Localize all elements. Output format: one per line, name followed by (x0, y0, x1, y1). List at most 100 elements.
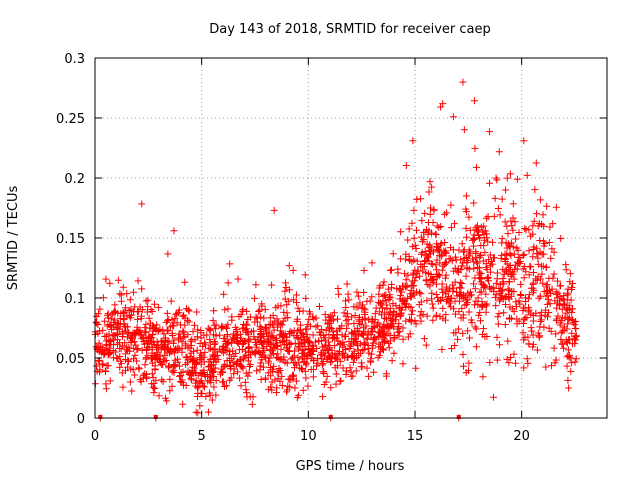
data-point (354, 346, 362, 354)
data-point (228, 339, 236, 347)
data-point (184, 331, 192, 339)
data-point (381, 314, 389, 322)
data-point (357, 363, 365, 371)
data-point (375, 332, 383, 340)
data-point (524, 333, 532, 341)
data-point (563, 289, 571, 297)
data-point (331, 351, 339, 359)
data-point (206, 326, 214, 334)
data-point (375, 290, 383, 298)
data-point (507, 314, 515, 322)
data-point (390, 335, 398, 343)
data-point (98, 361, 106, 369)
data-point (226, 361, 234, 369)
data-point (280, 332, 288, 340)
data-point (539, 211, 547, 219)
data-point (442, 247, 450, 255)
data-point (418, 217, 426, 225)
data-point (529, 222, 537, 230)
data-point (138, 346, 146, 354)
data-point (121, 355, 129, 363)
data-point (135, 364, 143, 372)
data-point (505, 277, 513, 285)
data-point (189, 328, 197, 336)
data-point (455, 297, 463, 305)
data-point (572, 332, 580, 340)
data-point (432, 231, 440, 239)
data-point (501, 250, 509, 258)
data-point (194, 326, 202, 334)
data-point (210, 331, 218, 339)
data-point (172, 345, 180, 353)
data-point (542, 283, 550, 291)
data-point (239, 321, 247, 329)
data-point (137, 378, 145, 386)
data-point (312, 323, 320, 331)
data-point (439, 262, 447, 270)
data-point (123, 345, 131, 353)
data-point (303, 359, 311, 367)
data-point (221, 361, 229, 369)
data-point (463, 233, 471, 241)
data-point (385, 296, 393, 304)
data-point (560, 344, 568, 352)
data-point (435, 271, 443, 279)
data-point (454, 335, 462, 343)
data-point (481, 333, 489, 341)
data-point (512, 261, 520, 269)
data-point (441, 274, 449, 282)
data-point (170, 336, 178, 344)
data-point (283, 333, 291, 341)
data-point (472, 249, 480, 257)
data-point (169, 322, 177, 330)
data-point (426, 210, 434, 218)
data-point (428, 295, 436, 303)
data-point (322, 378, 330, 386)
data-point (539, 279, 547, 287)
data-point (224, 340, 232, 348)
data-point (455, 268, 463, 276)
data-point (535, 294, 543, 302)
data-point (251, 294, 259, 302)
data-point (359, 330, 367, 338)
data-point (525, 226, 533, 234)
data-point (145, 314, 153, 322)
data-point (477, 317, 485, 325)
data-point (148, 307, 156, 315)
data-point (529, 253, 537, 261)
data-point (427, 260, 435, 268)
data-point (433, 222, 441, 230)
data-point (315, 302, 323, 310)
data-point (554, 277, 562, 285)
data-point (310, 356, 318, 364)
data-point (552, 356, 560, 364)
data-point (106, 349, 114, 357)
data-point (566, 314, 574, 322)
data-point (253, 367, 261, 375)
data-point (295, 391, 303, 399)
data-point (572, 336, 580, 344)
data-point (286, 330, 294, 338)
data-point (402, 162, 410, 170)
data-point (257, 350, 265, 358)
data-point (278, 321, 286, 329)
data-point (159, 326, 167, 334)
data-point (192, 382, 200, 390)
data-point (266, 364, 274, 372)
data-point (268, 386, 276, 394)
data-point (422, 269, 430, 277)
data-point (463, 300, 471, 308)
data-point (494, 320, 502, 328)
data-point (505, 286, 513, 294)
data-point (116, 290, 124, 298)
data-point (474, 294, 482, 302)
data-point (271, 376, 279, 384)
data-point (317, 351, 325, 359)
data-point (386, 337, 394, 345)
data-point (200, 358, 208, 366)
data-point (539, 237, 547, 245)
data-point (255, 308, 263, 316)
data-point (126, 378, 134, 386)
data-point (302, 294, 310, 302)
data-point (432, 266, 440, 274)
